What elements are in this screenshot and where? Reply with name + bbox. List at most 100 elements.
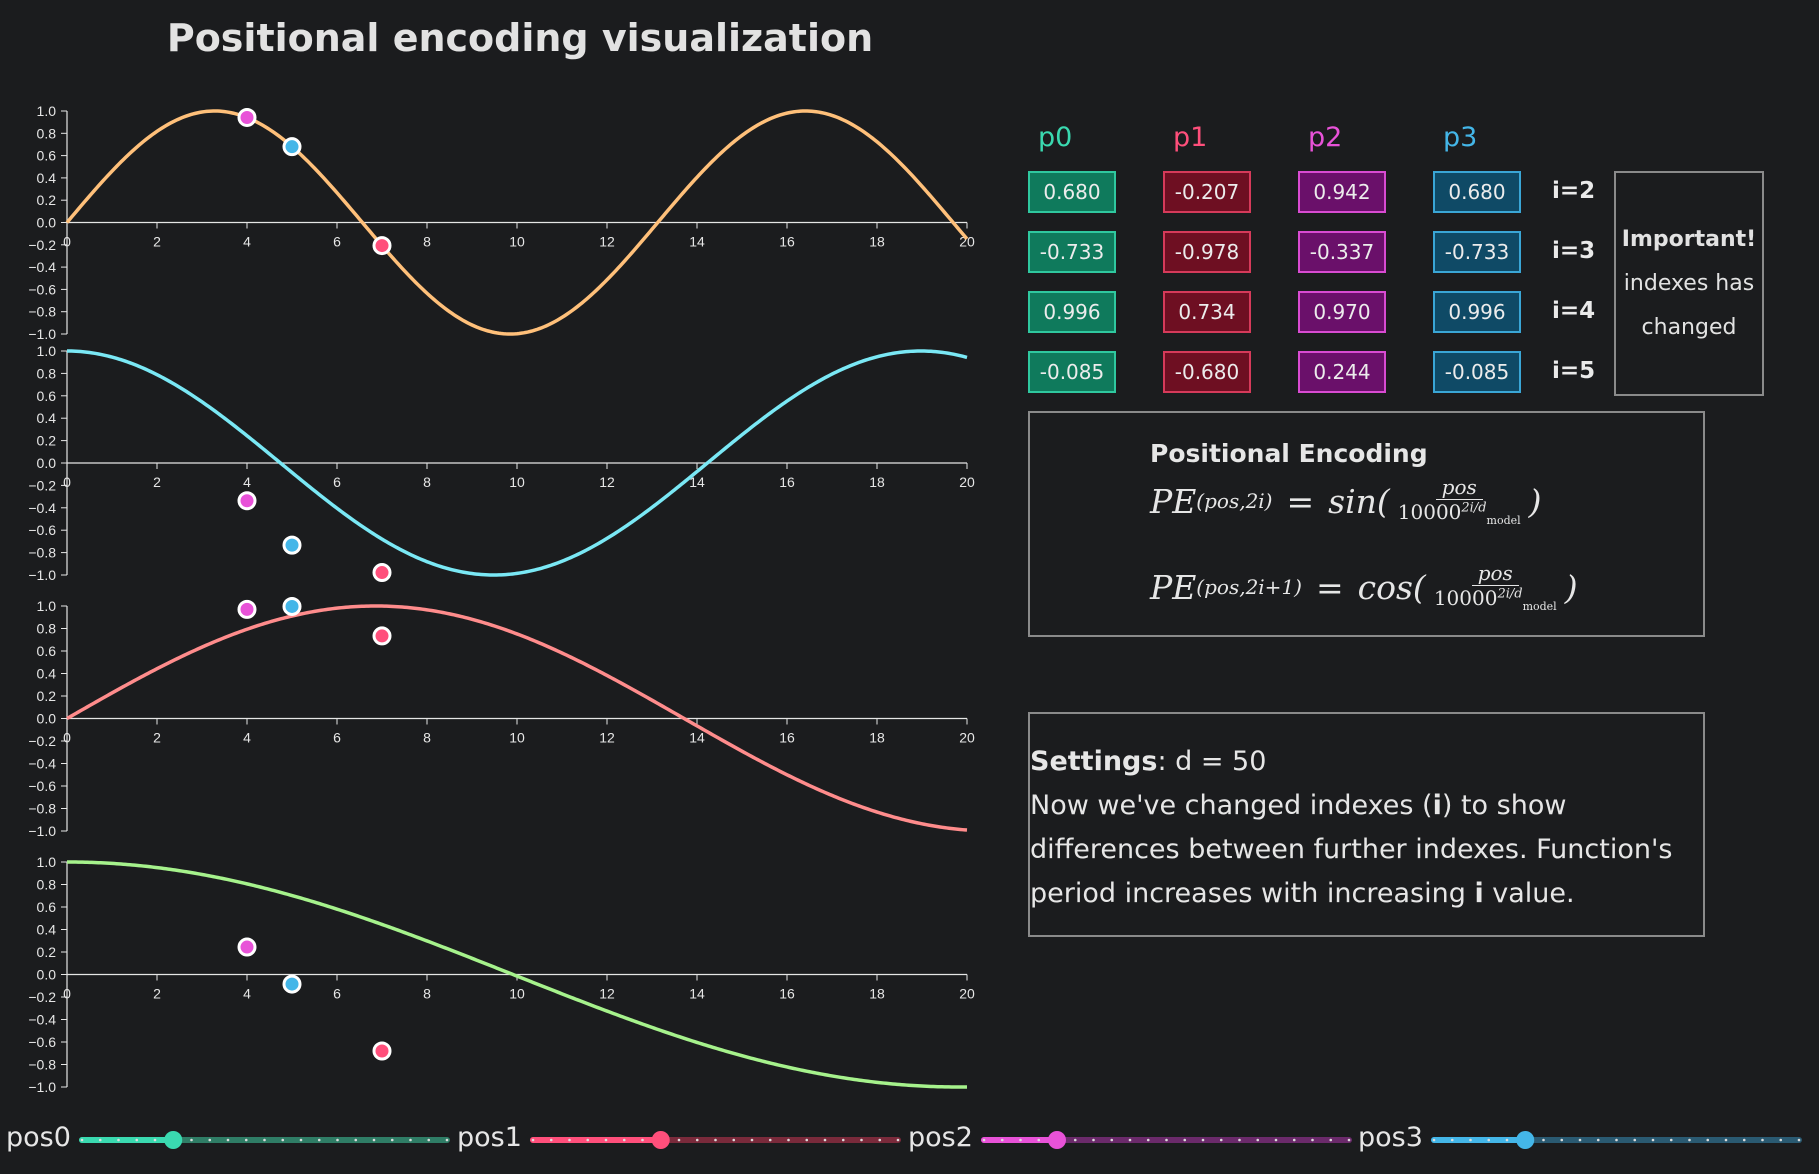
slider-step-dot — [1688, 1138, 1691, 1142]
y-tick-label: −0.4 — [28, 500, 56, 516]
table-cell: 0.680 — [1433, 171, 1521, 213]
fraction-denominator: 100002i/dmodel — [1430, 586, 1561, 613]
slider-step-dot — [1092, 1138, 1095, 1142]
pe-symbol: PE — [1150, 481, 1197, 521]
slider-step-dot — [427, 1138, 431, 1142]
slider-step-dot — [281, 1138, 285, 1142]
slider-step-dot — [80, 1138, 84, 1142]
slider-step-dot — [860, 1138, 863, 1142]
slider-step-dot — [317, 1138, 321, 1142]
slider-step-dot — [1037, 1138, 1041, 1142]
slider-step-dot — [1669, 1138, 1673, 1142]
slider-step-dot — [714, 1138, 717, 1142]
x-tick-label: 20 — [959, 986, 975, 1002]
slider-step-dot — [878, 1138, 882, 1142]
slider-pos0[interactable] — [79, 1131, 450, 1149]
encoding-charts: 1.0 0.8 0.6 0.4 0.2 0.0 −0.2 −0.4 −0.6 −0.8 −1.0 0 2… — [28, 103, 975, 1095]
page-title: Positional encoding visualization — [166, 16, 874, 60]
slider-step-dot — [1578, 1138, 1582, 1142]
slider-step-dot — [622, 1138, 626, 1142]
x-tick-label: 4 — [243, 234, 251, 250]
slider-label-pos3: pos3 — [1358, 1122, 1423, 1153]
settings-value: : d = 50 — [1157, 746, 1267, 777]
slider-pos3[interactable] — [1431, 1131, 1802, 1149]
slider-step-dot — [1651, 1138, 1655, 1142]
y-tick-label: −0.8 — [28, 801, 56, 817]
x-tick-label: 18 — [869, 986, 885, 1002]
x-tick-label: 0 — [63, 234, 71, 250]
x-tick-label: 20 — [959, 474, 975, 490]
settings-i: i — [1432, 790, 1442, 821]
row-label: i=5 — [1552, 358, 1596, 384]
y-tick-label: 0.0 — [37, 711, 57, 727]
chart-2: 1.0 0.8 0.6 0.4 0.2 0.0 −0.2 −0.4 −0.6 −0.8 −1.0 0 2… — [28, 596, 975, 839]
x-tick-label: 16 — [779, 474, 795, 490]
y-tick-label: −0.4 — [28, 259, 56, 275]
position-point — [282, 535, 302, 555]
row-label: i=4 — [1552, 298, 1596, 324]
table-cell: 0.680 — [1028, 171, 1116, 213]
y-tick-label: −0.6 — [28, 1034, 56, 1050]
slider-step-dot — [1797, 1138, 1801, 1142]
slider-pos1[interactable] — [530, 1131, 901, 1149]
y-tick-label: 0.6 — [37, 388, 57, 404]
slider-step-dot — [1000, 1138, 1004, 1142]
slider-step-dot — [117, 1138, 120, 1142]
x-tick-label: 18 — [869, 234, 885, 250]
y-tick-label: −0.8 — [28, 1057, 56, 1073]
close-paren: ) — [1528, 481, 1542, 521]
slider-knob[interactable] — [164, 1131, 183, 1149]
row-label: i=3 — [1552, 238, 1596, 264]
slider-step-dot — [208, 1138, 212, 1142]
slider-knob[interactable] — [1048, 1131, 1066, 1149]
y-tick-label: 0.2 — [37, 688, 57, 704]
settings-box: Settings: d = 50 Now we've changed index… — [1028, 712, 1705, 937]
y-tick-label: 0.8 — [37, 125, 57, 141]
y-tick-label: 0.0 — [37, 967, 57, 983]
important-note: Important! indexes has changed — [1614, 171, 1764, 396]
slider-pos2[interactable] — [981, 1131, 1352, 1149]
y-tick-label: −1.0 — [28, 567, 56, 583]
table-cell: 0.942 — [1298, 171, 1386, 213]
x-tick-label: 12 — [599, 234, 615, 250]
slider-step-dot — [1128, 1138, 1132, 1142]
x-tick-label: 6 — [333, 986, 341, 1002]
slider-knob[interactable] — [651, 1131, 670, 1149]
slider-step-dot — [171, 1138, 175, 1142]
y-tick-label: 0.4 — [37, 922, 57, 938]
x-tick-label: 2 — [153, 234, 161, 250]
x-tick-label: 2 — [153, 986, 161, 1002]
y-tick-label: −1.0 — [28, 1079, 56, 1095]
y-tick-label: −0.4 — [28, 1012, 56, 1028]
slider-knob[interactable] — [1516, 1131, 1535, 1149]
y-tick-label: −1.0 — [28, 823, 56, 839]
chart-3: 1.0 0.8 0.6 0.4 0.2 0.0 −0.2 −0.4 −0.6 −0.8 −1.0 0 2… — [28, 854, 975, 1095]
x-tick-label: 14 — [689, 474, 705, 490]
y-tick-label: 1.0 — [37, 854, 57, 870]
x-tick-label: 12 — [599, 730, 615, 746]
slider-step-dot — [153, 1138, 157, 1142]
slider-step-dot — [1055, 1138, 1059, 1142]
curve-line — [66, 604, 968, 832]
slider-step-dot — [1523, 1138, 1527, 1142]
slider-label-pos2: pos2 — [908, 1122, 973, 1153]
formula-cos: PE (pos,2i+1) = cos( pos 100002i/dmodel ) — [1150, 561, 1578, 613]
slider-step-dot — [1238, 1138, 1241, 1142]
x-tick-label: 6 — [333, 474, 341, 490]
y-tick-label: 0.2 — [37, 944, 57, 960]
slider-step-dot — [1183, 1138, 1187, 1142]
slider-step-dot — [823, 1138, 827, 1142]
slider-step-dot — [787, 1138, 790, 1142]
y-tick-label: 1.0 — [37, 103, 57, 119]
y-tick-label: −0.4 — [28, 756, 56, 772]
slider-step-dot — [1219, 1138, 1223, 1142]
slider-step-dot — [1110, 1138, 1114, 1142]
slider-step-dot — [244, 1138, 248, 1142]
y-tick-label: 0.4 — [37, 170, 57, 186]
slider-step-dot — [1542, 1138, 1545, 1142]
y-tick-label: −0.2 — [28, 989, 56, 1005]
curve-line — [65, 109, 969, 336]
slider-step-dot — [299, 1138, 303, 1142]
slider-step-dot — [1633, 1138, 1637, 1142]
y-tick-label: 0.6 — [37, 148, 57, 164]
